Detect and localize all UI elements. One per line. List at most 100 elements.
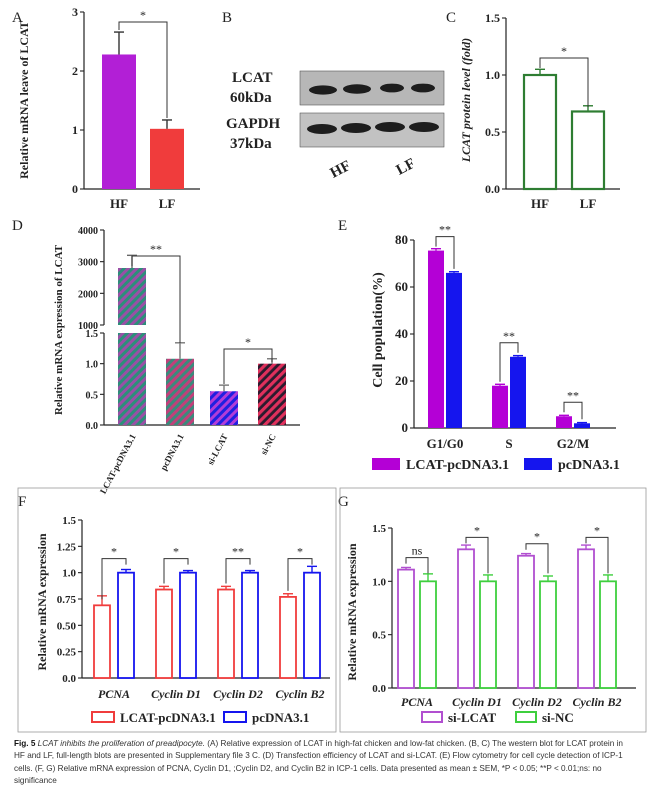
e-bar — [574, 423, 590, 428]
f-sig — [225, 558, 251, 584]
f-bar — [303, 571, 321, 679]
f-sig — [287, 558, 313, 591]
c-y-axis-tick-label: 0.5 — [485, 125, 500, 139]
f-sig-label: * — [173, 545, 179, 559]
e-x-label: G1/G0 — [427, 436, 464, 451]
legend-label-pcdna-f: pcDNA3.1 — [252, 710, 309, 725]
g-sig — [525, 543, 549, 574]
g-x-label: Cyclin B2 — [572, 695, 621, 709]
f-sig-label: ** — [232, 545, 244, 559]
western-blot: LCAT 60kDa GAPDH 37kDa HF LF — [226, 70, 445, 182]
f-sig-label: * — [111, 545, 117, 559]
e-bar — [510, 356, 526, 428]
legend-swatch-lcat-pcdna-f — [91, 711, 115, 723]
a-bar — [150, 128, 184, 189]
d-y-axis-upper-tick-label: 3000 — [78, 258, 98, 269]
c-y-title: LCAT protein level (fold) — [459, 38, 473, 163]
d-sig-2 — [223, 348, 273, 384]
blot-lane-hf: HF — [328, 158, 354, 182]
legend-f: LCAT-pcDNA3.1 pcDNA3.1 — [91, 710, 309, 725]
d-sig-1-label: ** — [150, 242, 162, 256]
g-bar — [457, 548, 475, 689]
blot-lane-lf: LF — [394, 156, 418, 179]
e-sig-label: ** — [567, 388, 579, 402]
c-sig-label: * — [561, 44, 567, 58]
blot-label-gapdh: GAPDH — [226, 116, 280, 132]
d-bar — [118, 268, 146, 325]
g-sig-label: * — [474, 523, 480, 537]
e-y-axis-tick-label: 40 — [395, 326, 408, 341]
e-y-axis-tick-label: 0 — [402, 420, 409, 435]
a-bar — [102, 54, 136, 190]
d-x-label: si-NC — [259, 432, 278, 456]
panel-letter-b: B — [222, 10, 232, 26]
e-bar — [492, 385, 508, 428]
c-bar — [522, 73, 558, 191]
c-y-axis-tick-label: 1.0 — [485, 68, 500, 82]
d-y-axis-upper-tick-label: 4000 — [78, 226, 98, 237]
g-y-axis-tick-label: 1.0 — [372, 576, 386, 588]
legend-g: si-LCAT si-NC — [421, 710, 574, 725]
g-sig-label: * — [594, 523, 600, 537]
f-bar — [217, 588, 235, 679]
e-x-label: S — [505, 436, 512, 451]
f-x-label: Cyclin D1 — [151, 687, 201, 701]
c-sig — [539, 57, 589, 107]
legend-swatch-si-lcat — [421, 711, 443, 723]
d-bar — [118, 333, 146, 425]
e-bar — [556, 416, 572, 428]
d-x-label: pcDNA3.1 — [158, 432, 186, 472]
g-bar — [539, 580, 557, 689]
blot-band — [375, 122, 405, 132]
legend-label-si-lcat: si-LCAT — [448, 710, 496, 725]
g-x-label: Cyclin D2 — [512, 695, 562, 709]
g-sig — [585, 536, 609, 574]
e-sig — [499, 342, 519, 382]
e-y-title: Cell population(%) — [371, 272, 386, 388]
g-y-axis-tick-label: 1.5 — [372, 523, 386, 535]
f-x-label: Cyclin D2 — [213, 687, 263, 701]
f-bar — [279, 595, 297, 679]
blot-label-lcat-kda: 60kDa — [230, 90, 272, 106]
a-y-title: Relative mRNA leave of LCAT — [17, 21, 31, 179]
f-bar — [155, 588, 173, 679]
figure-caption: Fig. 5 LCAT inhibits the proliferation o… — [14, 738, 636, 788]
legend-swatch-si-nc — [515, 711, 537, 723]
frame-panel-g — [339, 487, 647, 733]
e-y-axis-tick-label: 80 — [395, 232, 408, 247]
g-bar — [599, 580, 617, 689]
legend-label-lcat-pcdna-f: LCAT-pcDNA3.1 — [120, 710, 216, 725]
f-sig-label: * — [297, 545, 303, 559]
e-sig — [563, 401, 583, 420]
panel-letter-a: A — [12, 10, 23, 26]
g-bar — [419, 580, 437, 689]
panel-letter-f: F — [18, 494, 26, 510]
a-y-axis-tick-label: 1 — [72, 123, 78, 137]
d-y-axis-lower-tick-label: 1.5 — [86, 329, 99, 340]
f-bar — [93, 604, 111, 679]
panel-letter-d: D — [12, 218, 23, 234]
f-sig — [163, 558, 189, 584]
g-bar — [577, 548, 595, 689]
e-sig — [435, 236, 455, 269]
e-sig-label: ** — [439, 223, 451, 237]
f-x-label: PCNA — [98, 687, 130, 701]
blot-band — [380, 83, 404, 93]
f-y-axis-tick-label: 1.25 — [57, 541, 77, 553]
blot-band — [343, 84, 371, 94]
g-sig — [405, 557, 429, 574]
f-y-axis-tick-label: 0.0 — [62, 673, 76, 685]
panel-letter-c: C — [446, 10, 456, 26]
a-y-axis-tick-label: 3 — [72, 5, 78, 19]
d-bar — [258, 363, 286, 425]
f-y-title: Relative mRNA expression — [35, 533, 49, 670]
g-bar — [479, 580, 497, 689]
d-x-label: si-LCAT — [205, 432, 229, 466]
a-sig — [118, 21, 168, 118]
caption-lead: Fig. 5 — [14, 739, 36, 748]
e-y-axis-tick-label: 60 — [395, 279, 408, 294]
panel-letter-e: E — [338, 218, 347, 234]
e-bar — [446, 272, 462, 428]
blot-band — [307, 124, 337, 134]
a-x-label: HF — [110, 196, 128, 211]
